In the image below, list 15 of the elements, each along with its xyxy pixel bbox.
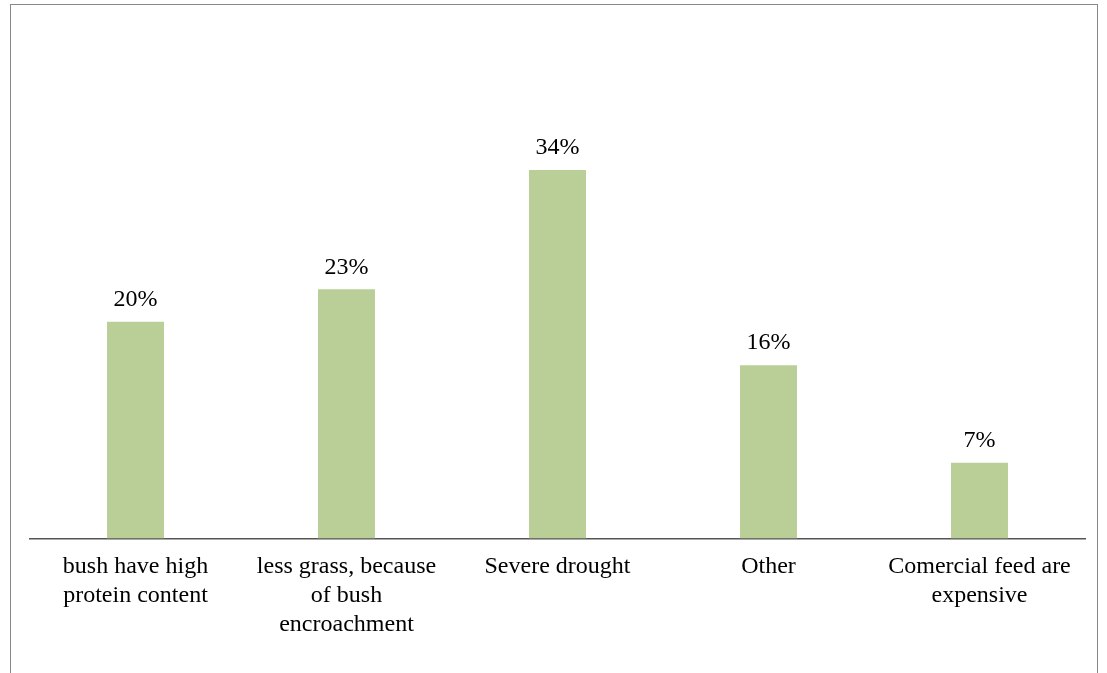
bar <box>107 321 164 539</box>
data-label: 23% <box>324 252 369 279</box>
bar <box>951 462 1008 539</box>
x-tick-label: less grass, because of bush encroachment <box>256 552 437 636</box>
data-label: 20% <box>113 285 158 312</box>
data-label: 7% <box>963 426 996 453</box>
x-tick-label: Other <box>741 552 796 579</box>
data-label: 34% <box>535 133 580 160</box>
x-tick-label: bush have high protein content <box>62 552 209 608</box>
x-tick-label: Comercial feed are expensive <box>888 552 1071 608</box>
bar <box>318 289 375 539</box>
x-tick-label: Severe drought <box>484 552 631 579</box>
bar <box>740 365 797 539</box>
data-label: 16% <box>746 328 791 355</box>
bar <box>529 170 586 539</box>
